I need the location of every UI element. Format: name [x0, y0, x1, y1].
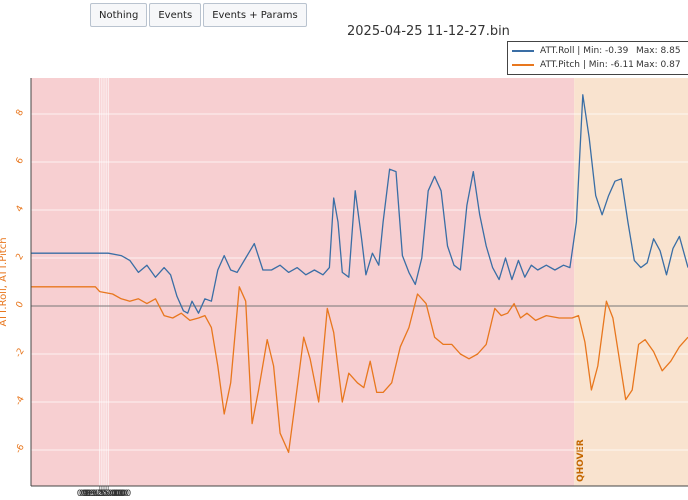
legend-roll-max: Max: 8.85 — [636, 46, 681, 56]
mode-band-1 — [574, 78, 688, 486]
y-tick-label-6: 6 — [15, 156, 27, 166]
y-tick-label-1: -4 — [14, 394, 27, 407]
legend-swatch-pitch — [512, 64, 534, 66]
y-tick-label-2: -2 — [14, 347, 27, 360]
events-button[interactable]: Events — [149, 3, 202, 27]
series-line-att-pitch — [31, 286, 688, 454]
x-tick-label-2: 09:20.000 — [81, 489, 127, 499]
grid-lines — [31, 78, 688, 486]
x-tick-label-1: 09:15.000 — [79, 489, 125, 499]
axes: 09:10.00009:15.00009:20.00009:25.00009:3… — [0, 78, 688, 499]
series-lines — [31, 94, 688, 454]
legend-entry-pitch[interactable]: ATT.Pitch | Min: -6.11 Max: 0.87 — [512, 60, 681, 70]
y-tick-label-4: 2 — [15, 252, 27, 262]
events-params-button[interactable]: Events + Params — [203, 3, 307, 27]
y-tick-label-3: 0 — [15, 300, 27, 310]
mode-band-0 — [31, 78, 575, 486]
legend-swatch-roll — [512, 50, 534, 52]
legend[interactable]: ATT.Roll | Min: -0.39 Max: 8.85 ATT.Pitc… — [507, 41, 688, 75]
legend-entry-roll[interactable]: ATT.Roll | Min: -0.39 Max: 8.85 — [512, 46, 681, 56]
y-tick-label-0: -6 — [14, 442, 27, 455]
nothing-button[interactable]: Nothing — [90, 3, 148, 27]
x-tick-label-3: 09:25.000 — [83, 489, 129, 499]
y-tick-label-5: 4 — [15, 204, 27, 214]
x-tick-label-4: 09:30.000 — [85, 489, 131, 499]
legend-roll-min: ATT.Roll | Min: -0.39 — [540, 46, 629, 56]
y-tick-label-7: 8 — [15, 108, 27, 118]
legend-pitch-max: Max: 0.87 — [636, 60, 681, 70]
x-tick-label-0: 09:10.000 — [77, 489, 123, 499]
flight-mode-bands: QHOVER — [31, 78, 688, 486]
mode-label-qhover: QHOVER — [576, 439, 586, 482]
legend-pitch-min: ATT.Pitch | Min: -6.11 — [540, 60, 634, 70]
chart-title: 2025-04-25 11-12-27.bin — [347, 24, 510, 39]
event-filter-toolbar: Nothing Events Events + Params — [90, 3, 307, 27]
y-axis-label: ATT.Roll, ATT.Pitch — [0, 237, 9, 326]
series-line-att-roll — [31, 94, 688, 314]
